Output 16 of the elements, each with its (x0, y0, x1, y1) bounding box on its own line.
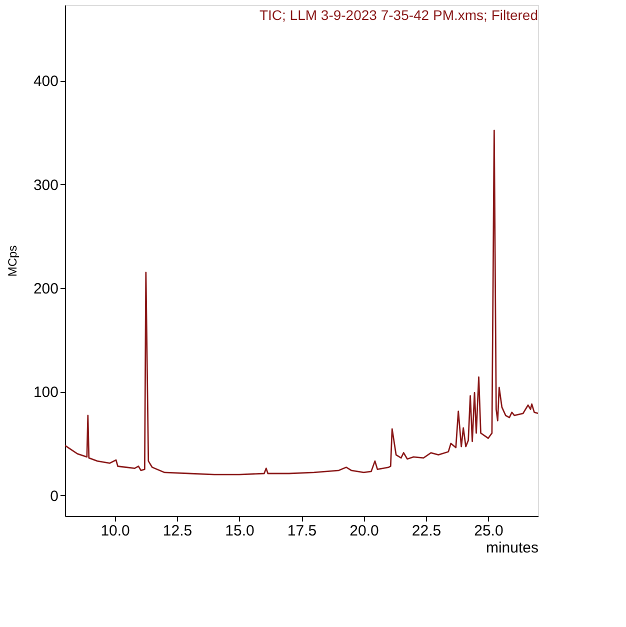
y-tick-label: 200 (33, 280, 58, 298)
x-tick-label: 22.5 (412, 522, 442, 540)
x-tick-label: 17.5 (287, 522, 317, 540)
y-tick-label: 400 (33, 73, 58, 90)
chart-title: TIC; LLM 3-9-2023 7-35-42 PM.xms; Filtered (259, 7, 538, 23)
x-tick-label: 12.5 (162, 522, 192, 540)
y-tick-label: 100 (33, 384, 58, 402)
line-series (65, 130, 538, 476)
x-tick-label: 20.0 (350, 522, 379, 540)
x-tick-label: 15.0 (225, 522, 254, 540)
y-tick-label: 300 (33, 176, 58, 194)
y-tick-label: 0 (50, 488, 58, 505)
x-axis-title: minutes (486, 540, 538, 556)
x-tick-label: 25.0 (474, 522, 504, 540)
x-tick-label: 10.0 (100, 522, 130, 540)
y-axis-title: MCps (5, 245, 20, 277)
